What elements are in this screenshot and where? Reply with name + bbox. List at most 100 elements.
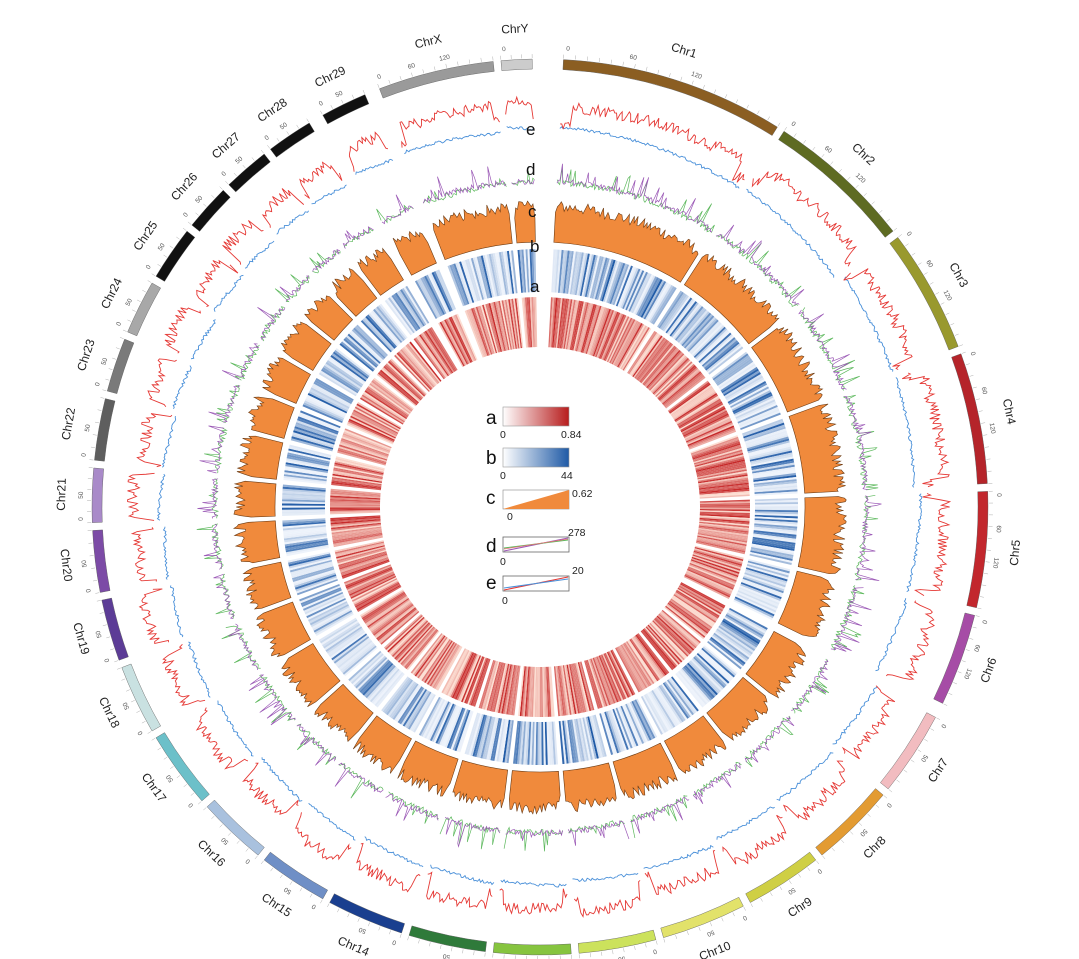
heatmap-a-bin — [647, 351, 682, 390]
heatmap-a-bin — [674, 593, 717, 622]
heatmap-b-bin — [413, 694, 436, 733]
tick-mark — [793, 133, 797, 137]
heatmap-a-bin — [534, 297, 538, 348]
heatmap-b-bin — [664, 681, 691, 718]
heatmap-a-bin — [389, 359, 426, 396]
heatmap-a-bin — [473, 658, 491, 707]
heatmap-b-bin — [324, 624, 362, 651]
heatmap-a-bin — [368, 384, 411, 415]
heatmap-b-bin — [754, 506, 798, 509]
heatmap-b-bin — [360, 319, 392, 353]
heatmap-b-bin — [697, 331, 731, 362]
heatmap-a-bin — [467, 309, 487, 357]
heatmap-a-bin — [508, 299, 517, 349]
heatmap-a-bin — [480, 305, 496, 354]
line-e-blue — [643, 844, 714, 869]
heatmap-a-bin — [354, 582, 400, 608]
heatmap-b-bin — [332, 634, 369, 662]
heatmap-b-bin — [734, 397, 775, 418]
heatmap-b-bin — [464, 259, 480, 302]
heatmap-a-bin — [696, 462, 746, 475]
heatmap-b-bin — [674, 306, 704, 341]
line-d-green — [230, 344, 260, 381]
heatmap-b-bin — [752, 464, 795, 474]
heatmap-b-bin — [754, 513, 798, 517]
heatmap-b-bin — [396, 291, 422, 329]
heatmap-a-bin — [448, 651, 472, 697]
heatmap-a-bin — [380, 369, 419, 404]
heatmap-b-bin — [621, 705, 641, 746]
heatmap-b-bin — [513, 720, 520, 764]
legend-a-max: 0.84 — [561, 429, 582, 441]
tick-mark — [299, 887, 303, 892]
tick-mark — [838, 169, 842, 173]
heatmap-b-bin — [369, 668, 400, 703]
heatmap-b-bin — [681, 667, 712, 701]
tick-mark — [975, 615, 980, 617]
heatmap-a-bin — [529, 297, 534, 348]
heatmap-a-bin — [698, 526, 749, 535]
tick-label: 0 — [652, 947, 658, 955]
heatmap-a-bin — [330, 516, 381, 522]
tick-label: 0 — [310, 902, 317, 910]
heatmap-a-bin — [414, 635, 446, 677]
heatmap-b-bin — [746, 564, 789, 578]
heatmap-a-bin — [658, 366, 697, 401]
tick-mark — [225, 181, 229, 185]
heatmap-b-bin — [346, 335, 380, 366]
heatmap-b-bin — [752, 468, 796, 477]
heatmap-a-bin — [692, 444, 742, 461]
heatmap-a-bin — [696, 536, 747, 548]
area-c-segment — [357, 247, 404, 296]
heatmap-a-bin — [610, 318, 634, 364]
heatmap-b-bin — [732, 391, 772, 413]
heatmap-a-bin — [330, 509, 381, 513]
heatmap-b-bin — [284, 534, 328, 543]
heatmap-a-bin — [330, 495, 381, 500]
heatmap-b-bin — [496, 252, 506, 296]
heatmap-a-bin — [337, 450, 386, 466]
heatmap-b-bin — [717, 627, 754, 653]
heatmap-a-bin — [621, 643, 649, 688]
heatmap-b-bin — [730, 388, 770, 410]
heatmap-b-bin — [593, 714, 607, 757]
tick-mark — [183, 784, 187, 787]
tick-mark — [106, 636, 111, 639]
heatmap-a-bin — [456, 653, 478, 701]
heatmap-b-bin — [302, 404, 343, 423]
heatmap-a-bin — [459, 654, 480, 702]
heatmap-a-bin — [631, 334, 662, 377]
tick-label: 0 — [187, 801, 195, 809]
heatmap-b-bin — [738, 587, 780, 605]
heatmap-a-bin — [698, 480, 749, 489]
heatmap-b-bin — [389, 681, 416, 718]
tick-label: 120 — [942, 289, 953, 302]
heatmap-b-bin — [342, 339, 377, 370]
heatmap-a-bin — [680, 405, 725, 432]
heatmap-b-bin — [282, 490, 326, 496]
heatmap-b-bin — [572, 719, 581, 763]
heatmap-a-bin — [622, 643, 651, 687]
heatmap-b-bin — [752, 540, 795, 549]
heatmap-b-bin — [393, 293, 420, 331]
heatmap-a-bin — [572, 663, 585, 713]
heatmap-a-bin — [571, 663, 584, 713]
tick-mark — [170, 766, 174, 769]
tick-mark — [943, 703, 948, 706]
heatmap-b-bin — [669, 301, 698, 337]
tick-mark — [898, 234, 902, 237]
tick-label: 50 — [78, 491, 85, 499]
heatmap-a-bin — [699, 514, 750, 518]
heatmap-b-bin — [693, 326, 726, 358]
heatmap-b-bin — [744, 570, 787, 586]
heatmap-b-bin — [498, 251, 508, 295]
heatmap-a-bin — [637, 340, 670, 381]
heatmap-b-bin — [658, 685, 684, 723]
heatmap-b-bin — [747, 438, 790, 452]
tick-label: 0 — [115, 321, 123, 327]
heatmap-a-bin — [344, 429, 392, 450]
heatmap-a-bin — [526, 666, 531, 717]
heatmap-a-bin — [620, 325, 648, 370]
line-e-red — [499, 888, 568, 915]
ideogram-chr9 — [745, 851, 817, 903]
